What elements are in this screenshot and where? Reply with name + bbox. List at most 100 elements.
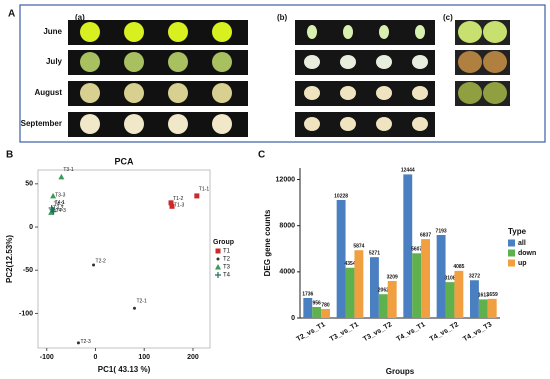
y-axis-title: PC2(12.53%) <box>5 235 14 283</box>
y-tick-label: 8000 <box>279 223 295 230</box>
y-tick-label: 4000 <box>279 269 295 276</box>
bar <box>478 299 488 318</box>
point <box>168 200 174 206</box>
plot-frame <box>37 169 211 349</box>
point-label: T4-2 <box>54 201 65 207</box>
seed <box>307 25 317 39</box>
point-label: T2-3 <box>80 339 91 345</box>
bar <box>436 235 446 318</box>
legend-marker <box>215 248 221 254</box>
fruit <box>80 83 100 103</box>
seed <box>376 55 392 69</box>
legend-marker <box>216 257 220 261</box>
fruit <box>124 52 144 72</box>
bar <box>378 294 388 318</box>
point <box>194 193 200 199</box>
bar <box>403 174 413 318</box>
seed <box>376 117 392 131</box>
point-label: T1-3 <box>174 203 185 209</box>
panel-label: C <box>258 150 265 161</box>
bar <box>321 309 330 318</box>
bar <box>454 270 464 318</box>
bar <box>303 297 313 318</box>
month-label: September <box>21 119 62 128</box>
x-tick-label: 100 <box>138 354 150 361</box>
sublabel: (c) <box>443 13 453 22</box>
fruit <box>124 114 144 134</box>
month-label: July <box>46 57 63 66</box>
x-tick-label: T4_vs_T3 <box>462 321 493 343</box>
seed <box>340 55 356 69</box>
fruit-half <box>458 82 482 104</box>
fruit <box>80 52 100 72</box>
fruit <box>168 52 188 72</box>
fruit <box>80 114 100 134</box>
fruit <box>168 22 188 42</box>
seed <box>304 117 320 131</box>
seed <box>376 86 392 100</box>
legend-label: T3 <box>223 265 231 271</box>
sublabel: (a) <box>75 13 85 22</box>
seed <box>343 25 353 39</box>
point-label: T3-1 <box>63 167 74 173</box>
fruit-half <box>483 21 507 43</box>
legend-label: down <box>518 250 536 257</box>
y-tick-label: 12000 <box>276 176 296 183</box>
value-label: 4354 <box>344 261 355 267</box>
x-tick-label: T2_vs_T1 <box>295 321 326 343</box>
value-label: 780 <box>321 302 330 308</box>
bar <box>370 257 379 318</box>
point <box>76 341 80 345</box>
fruit <box>168 83 188 103</box>
point-label: T1-1 <box>199 186 210 192</box>
legend-swatch <box>508 249 515 257</box>
photo <box>295 20 435 45</box>
legend-label: T1 <box>223 249 231 255</box>
legend-swatch <box>508 259 515 267</box>
bar <box>445 282 455 318</box>
x-axis-title: PC1( 43.13 %) <box>98 365 151 374</box>
fruit-half <box>458 51 482 73</box>
value-label: 12444 <box>401 168 415 174</box>
point-label: T4-3 <box>56 208 67 214</box>
legend-title: Type <box>508 227 527 236</box>
seed <box>340 117 356 131</box>
value-label: 10228 <box>334 193 348 199</box>
legend-title: Group <box>213 239 234 246</box>
fruit <box>212 22 232 42</box>
value-label: 4085 <box>453 264 464 270</box>
seed <box>340 86 356 100</box>
point-label: T2-2 <box>96 258 107 264</box>
month-label: June <box>43 27 62 36</box>
legend-label: up <box>518 260 527 267</box>
value-label: 2062 <box>378 288 389 294</box>
legend-marker <box>215 264 221 270</box>
bar <box>421 239 430 318</box>
point <box>48 205 55 212</box>
legend-label: all <box>518 240 526 247</box>
bar <box>487 298 497 318</box>
bar <box>336 199 346 318</box>
value-label: 1613 <box>478 293 489 299</box>
bar <box>345 267 355 318</box>
x-tick-label: T4_vs_T1 <box>395 321 426 343</box>
month-label: August <box>34 88 62 97</box>
panel-label: A <box>8 9 15 20</box>
y-tick-label: 0 <box>291 315 295 322</box>
point-label: T4-1 <box>55 200 66 206</box>
y-axis-title: DEG gene counts <box>263 209 272 276</box>
point-label: T2-1 <box>136 299 147 305</box>
value-label: 3272 <box>469 274 480 280</box>
fruit <box>80 22 100 42</box>
bar <box>412 253 422 318</box>
point <box>50 208 57 215</box>
x-tick-label: T3_vs_T1 <box>329 321 360 343</box>
fruit-half <box>483 82 507 104</box>
bar <box>312 306 322 318</box>
point-label: T1-2 <box>173 196 184 202</box>
value-label: 7193 <box>436 228 447 234</box>
y-tick-label: -50 <box>23 267 33 274</box>
sublabel: (b) <box>277 13 288 22</box>
seed <box>304 86 320 100</box>
y-tick-label: 0 <box>29 224 33 231</box>
